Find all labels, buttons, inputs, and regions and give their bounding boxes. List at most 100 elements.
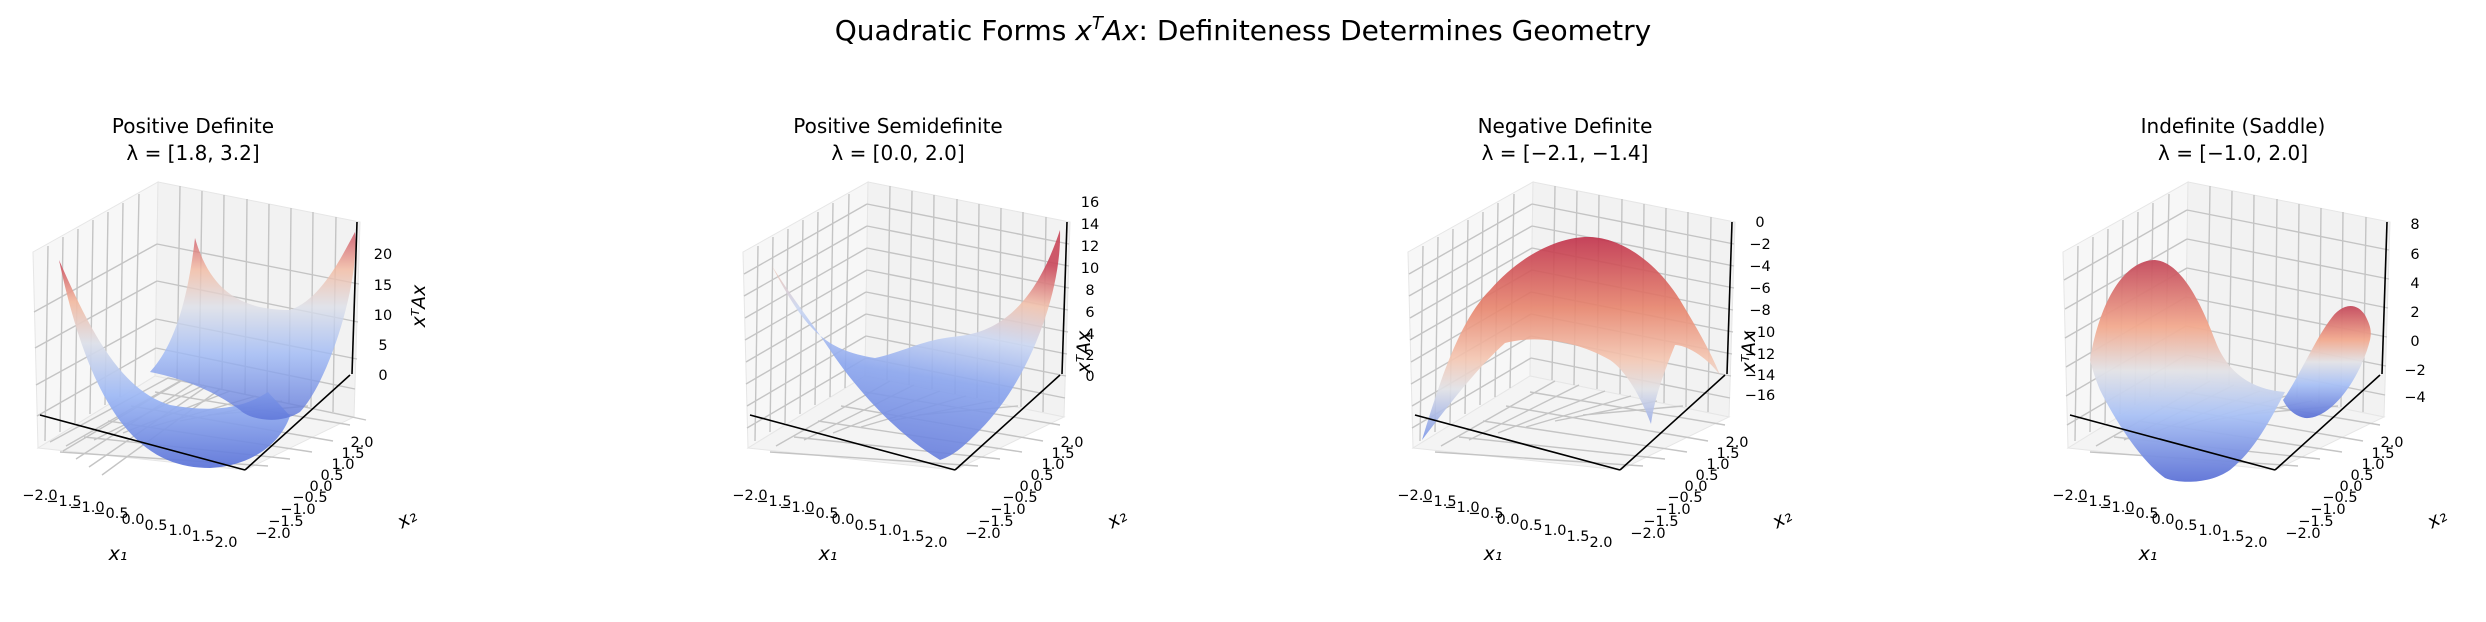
y-axis-label: x₂ [392,504,421,533]
y-tick-labels: −2.0 −1.5 −1.0 −0.5 0.0 0.5 1.0 1.5 2.0 [1630,435,1748,542]
surface-right-lobe [2283,305,2371,419]
svg-text:−1.0: −1.0 [779,500,814,516]
svg-text:0.0: 0.0 [309,479,332,495]
svg-text:−1.5: −1.5 [1643,514,1678,530]
subplot-eigenvalues: λ = [−2.1, −1.4] [1482,141,1649,165]
svg-text:0.0: 0.0 [121,512,144,528]
svg-text:0.5: 0.5 [320,468,343,484]
svg-text:−14: −14 [1745,368,1776,384]
svg-text:−2.0: −2.0 [2285,526,2320,542]
svg-text:10: 10 [1081,261,1099,277]
x-tick-labels: −2.0 −1.5 −1.0 −0.5 0.0 0.5 1.0 1.5 2.0 [22,488,237,551]
y-axis-label: x₂ [2422,504,2451,533]
svg-text:−0.5: −0.5 [1468,506,1503,522]
z-axis-label: xᵀAx [1073,330,1095,375]
svg-text:5: 5 [378,338,387,354]
svg-text:8: 8 [2410,217,2419,233]
subplot-title: Positive Definite [112,114,274,138]
svg-text:16: 16 [1081,195,1099,211]
svg-text:−0.5: −0.5 [292,490,327,506]
surface-left-lobe [2090,260,2285,482]
axes-3d: 8 6 4 2 0 −2 −4 −2.0 −1.5 −1.0 −0.5 0.0 … [2052,181,2451,565]
svg-text:0.5: 0.5 [1695,468,1718,484]
y-axis-label: x₂ [1767,504,1796,533]
svg-text:2.0: 2.0 [2380,435,2403,451]
subplot-positive-definite: Positive Definite λ = [1.8, 3.2] [22,114,430,565]
svg-text:0: 0 [1085,369,1094,385]
svg-text:−1.5: −1.5 [2298,514,2333,530]
svg-text:6: 6 [2410,247,2419,263]
svg-text:2: 2 [2410,305,2419,321]
svg-text:20: 20 [374,247,392,263]
svg-text:−2: −2 [1749,237,1770,253]
subplot-eigenvalues: λ = [0.0, 2.0] [831,141,964,165]
figure-suptitle: Quadratic Forms xTAx: Definiteness Deter… [835,13,1651,47]
svg-text:−12: −12 [1745,347,1776,363]
surface [1422,236,1720,440]
svg-text:1.5: 1.5 [341,446,364,462]
surface-lower [59,260,290,468]
svg-text:−0.5: −0.5 [93,506,128,522]
svg-text:−1.0: −1.0 [2310,502,2345,518]
svg-text:0: 0 [2410,334,2419,350]
axis-lines [2069,221,2388,471]
svg-text:0.5: 0.5 [2350,468,2373,484]
svg-text:1.5: 1.5 [901,529,924,545]
svg-text:−4: −4 [2404,390,2425,406]
axis-lines [39,221,358,471]
svg-text:−1.0: −1.0 [280,502,315,518]
svg-text:−2.0: −2.0 [2052,488,2087,504]
svg-text:0.5: 0.5 [1519,518,1542,534]
svg-text:0.0: 0.0 [831,512,854,528]
svg-text:15: 15 [374,278,392,294]
z-tick-labels: 0 −2 −4 −6 −8 −10 −12 −14 −16 [1745,215,1776,404]
svg-text:4: 4 [2410,276,2419,292]
svg-text:−1.0: −1.0 [2099,500,2134,516]
axis-lines [749,221,1068,471]
svg-text:−0.5: −0.5 [2123,506,2158,522]
svg-text:−2: −2 [2404,363,2425,379]
subplot-negative-definite: Negative Definite λ = [−2.1, −1.4] 0 [1397,114,1796,565]
svg-text:1.0: 1.0 [2198,523,2221,539]
subplot-indefinite-saddle: Indefinite (Saddle) λ = [−1.0, 2.0] [2052,114,2451,565]
z-tick-labels: 0 5 10 15 20 [374,247,392,384]
subplot-eigenvalues: λ = [−1.0, 2.0] [2158,141,2308,165]
subplot-eigenvalues: λ = [1.8, 3.2] [126,141,259,165]
svg-text:1.5: 1.5 [1566,529,1589,545]
svg-text:−1.5: −1.5 [2076,494,2111,510]
x-tick-labels: −2.0 −1.5 −1.0 −0.5 0.0 0.5 1.0 1.5 2.0 [732,488,947,551]
svg-text:−8: −8 [1749,303,1770,319]
svg-text:−1.0: −1.0 [990,502,1025,518]
svg-text:4: 4 [1085,327,1094,343]
svg-text:1.0: 1.0 [1543,523,1566,539]
subplot-positive-semidefinite: Positive Semidefinite λ = [0.0, 2.0] 0 [732,114,1131,565]
svg-text:2.0: 2.0 [1589,535,1612,551]
x-axis-label: x₁ [108,543,128,565]
svg-text:12: 12 [1081,239,1099,255]
svg-text:0: 0 [1755,215,1764,231]
surface [772,230,1061,460]
svg-text:0.0: 0.0 [1496,512,1519,528]
svg-text:1.0: 1.0 [1706,457,1729,473]
z-axis-label: xᵀAx [1738,330,1760,375]
svg-text:0.0: 0.0 [1019,479,1042,495]
svg-text:−0.5: −0.5 [2322,490,2357,506]
svg-text:6: 6 [1085,305,1094,321]
axes-3d: 0 −2 −4 −6 −8 −10 −12 −14 −16 xᵀAx −2.0 … [1397,181,1796,565]
svg-text:2.0: 2.0 [2244,535,2267,551]
svg-text:−10: −10 [1745,325,1776,341]
x-tick-labels: −2.0 −1.5 −1.0 −0.5 0.0 0.5 1.0 1.5 2.0 [1397,488,1612,551]
svg-text:1.0: 1.0 [878,523,901,539]
svg-text:−1.5: −1.5 [756,494,791,510]
svg-text:0.5: 0.5 [1030,468,1053,484]
svg-text:−1.5: −1.5 [1421,494,1456,510]
svg-text:−2.0: −2.0 [22,488,57,504]
subplot-title: Indefinite (Saddle) [2141,114,2326,138]
y-tick-labels: −2.0 −1.5 −1.0 −0.5 0.0 0.5 1.0 1.5 2.0 [965,435,1083,542]
svg-text:0.0: 0.0 [2151,512,2174,528]
surface-upper [150,232,356,420]
subplot-title: Negative Definite [1478,114,1653,138]
svg-text:−1.0: −1.0 [1655,502,1690,518]
svg-text:−1.5: −1.5 [978,514,1013,530]
